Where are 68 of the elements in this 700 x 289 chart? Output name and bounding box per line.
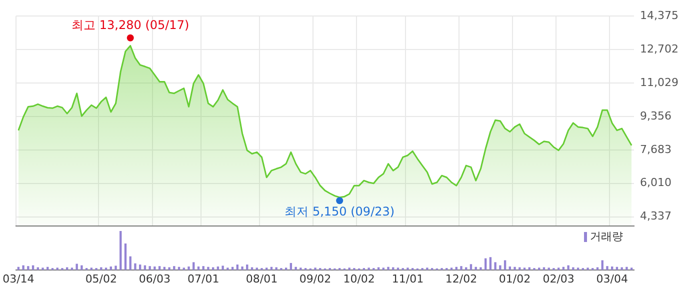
bar [114,266,117,270]
bar [129,256,132,270]
bar [567,265,570,270]
bar [275,267,278,270]
legend-label: 거래량 [590,230,623,243]
x-tick-label: 10/02 [343,272,375,286]
bar [158,266,161,270]
bar [236,264,239,270]
bar [124,243,127,270]
bar [134,263,136,270]
x-tick-label: 06/03 [138,272,171,286]
bar [207,266,210,270]
x-tick-label: 08/01 [246,272,278,286]
bar [110,266,112,270]
bar [489,257,492,270]
x-tick-label: 07/01 [187,272,220,286]
bar [470,264,472,270]
bar [611,266,614,270]
bar [192,262,195,270]
bar [514,266,516,270]
x-tick-label: 12/02 [445,272,478,286]
y-tick-label: 6,010 [640,176,672,190]
bar [241,266,244,270]
bar [216,266,220,270]
bar [22,265,24,270]
bar [27,266,30,270]
bar [294,266,297,270]
x-tick-label: 11/01 [392,272,424,286]
annotation: 최저 5,150 (09/23) [284,204,395,219]
bar [246,264,248,270]
bar [138,264,142,270]
x-tick-label: 02/03 [542,272,574,286]
bar [80,265,83,270]
bar [620,267,623,270]
bar [499,265,502,270]
bar [626,266,628,270]
x-tick-label: 05/02 [85,272,118,286]
y-tick-label: 9,356 [640,109,672,122]
bar [197,266,200,270]
bar [480,267,482,270]
bar [460,266,462,270]
bar [120,231,122,270]
bar [572,267,574,270]
bar [494,262,496,270]
bar [222,266,224,270]
bar [168,267,170,270]
x-tick-label: 03/04 [596,272,628,286]
x-tick-label: 03/14 [2,272,34,286]
x-tick-label: 01/02 [498,272,531,286]
y-tick-label: 7,683 [640,142,672,156]
bar [202,266,204,270]
bar [76,264,78,270]
bar [484,258,487,270]
y-tick-label: 4,337 [640,210,672,223]
y-tick-label: 11,029 [640,76,678,89]
bar [148,266,151,270]
bar [188,266,190,270]
y-tick-label: 14,375 [640,8,678,22]
bar [290,262,292,270]
bar [606,266,608,270]
bar [154,266,156,270]
bar [508,266,512,270]
annotation: 최고 13,280 (05/17) [72,18,190,32]
bar [387,266,390,270]
bar [173,266,176,270]
x-tick-label: 09/02 [299,272,332,286]
bar [100,267,102,270]
y-tick-label: 12,702 [640,42,678,56]
